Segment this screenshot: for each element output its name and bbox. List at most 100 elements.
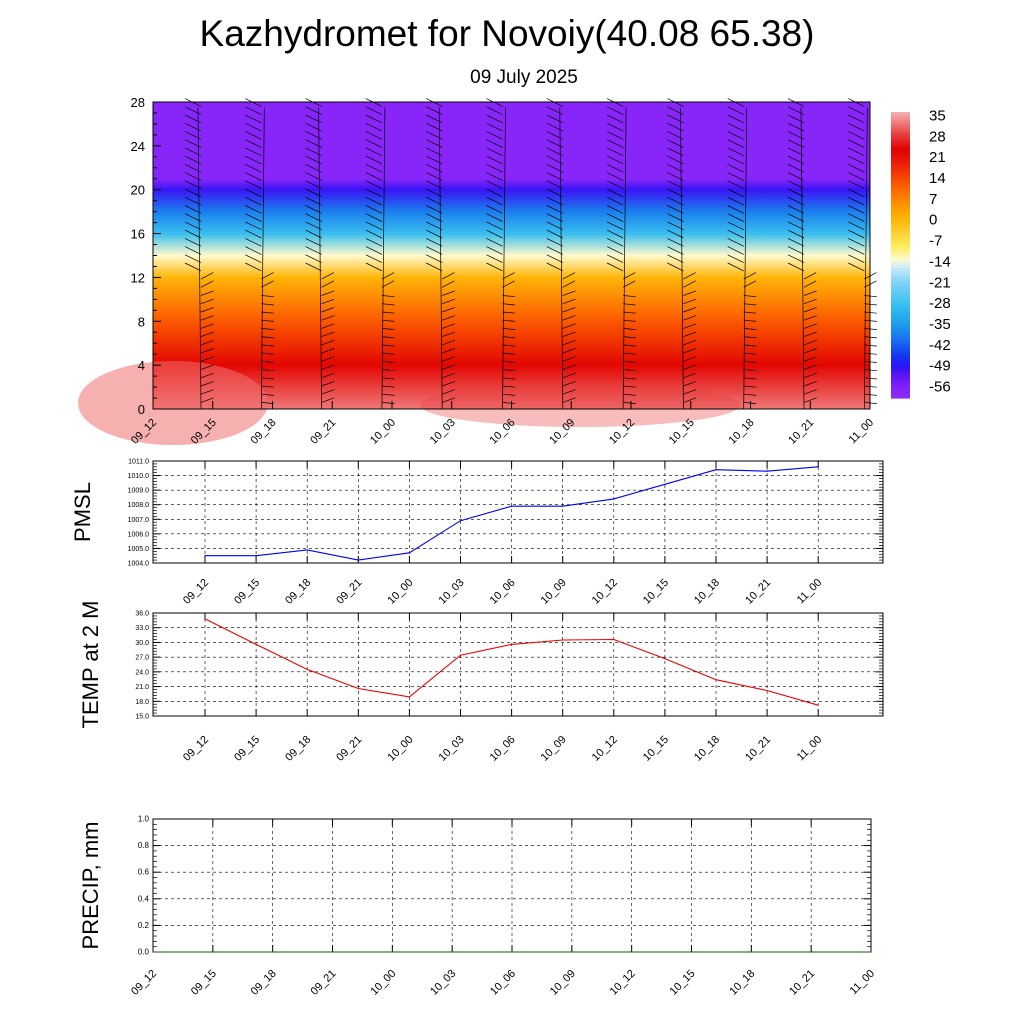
wind-barb	[261, 336, 274, 339]
wind-barb	[502, 369, 516, 372]
wind-barb	[864, 377, 877, 380]
x-tick-label: 10_09	[548, 968, 578, 998]
wind-barb	[623, 393, 636, 396]
colorbar-segment	[891, 356, 910, 360]
y-tick-label: 0.2	[138, 921, 150, 930]
wind-barb	[743, 352, 757, 355]
y-tick-label: 1006.0	[128, 531, 150, 538]
wind-barb	[727, 213, 744, 222]
wind-barb	[606, 106, 624, 115]
wind-barb	[245, 188, 262, 198]
colorbar-label: -35	[929, 316, 951, 333]
y-tick-label: 1010.0	[128, 473, 150, 480]
wind-barb	[381, 377, 395, 380]
colorbar-segment	[891, 187, 910, 191]
colorbar-segment	[891, 327, 910, 331]
y-tick-label: 0.8	[138, 841, 150, 850]
wind-barb	[864, 385, 877, 388]
colorbar-label: -7	[929, 233, 942, 250]
wind-barb	[486, 246, 503, 255]
wind-barb-staff	[502, 107, 506, 410]
wind-barb	[546, 180, 563, 189]
pmsl-panel: 1004.0 1005.0 1006.0 1007.0 1008.0 1009.0 1010…	[70, 459, 884, 607]
wind-barb	[864, 352, 877, 355]
data-point	[391, 951, 393, 953]
wind-barb	[502, 336, 516, 339]
wind-barb	[305, 229, 322, 239]
wind-barb	[803, 348, 817, 354]
wind-barb	[245, 246, 262, 255]
wind-barb	[200, 381, 214, 387]
wind-barb	[261, 344, 274, 347]
wind-barb	[245, 139, 262, 148]
wind-barb	[321, 397, 335, 403]
wind-barb	[502, 303, 516, 306]
wind-barb	[683, 331, 697, 337]
wind-barb	[200, 397, 214, 403]
wind-barb	[848, 114, 865, 124]
colorbar-segment	[891, 119, 910, 123]
colorbar-segment	[891, 372, 910, 376]
wind-barb	[305, 180, 322, 189]
data-point	[664, 658, 666, 660]
colorbar-segment	[891, 184, 910, 188]
wind-barb	[562, 348, 576, 354]
wind-barb	[606, 163, 624, 173]
wind-barb	[623, 352, 636, 355]
y-tick-label: 0.0	[138, 948, 150, 957]
colorbar-segment	[891, 275, 910, 279]
x-tick-label: 09_12	[181, 577, 211, 607]
colorbar-segment	[891, 343, 910, 347]
wind-barb	[381, 319, 395, 322]
x-tick-label: 10_06	[488, 734, 518, 764]
wind-barb	[184, 254, 202, 263]
wind-barb	[261, 280, 274, 288]
colorbar-segment	[891, 299, 910, 303]
wind-barb	[502, 377, 516, 380]
colorbar-segment	[891, 390, 910, 394]
wind-barb	[727, 172, 744, 181]
wind-barb	[245, 238, 262, 247]
wind-barb	[667, 246, 684, 255]
wind-barb	[623, 344, 636, 347]
y-axis-label: PRECIP, mm	[78, 822, 103, 950]
colorbar-segment	[891, 379, 910, 383]
wind-barb	[803, 356, 817, 362]
wind-barb	[261, 402, 274, 404]
wind-barb	[261, 328, 274, 330]
colorbar-segment	[891, 203, 910, 207]
wind-barb	[305, 254, 322, 263]
wind-barb-staff	[863, 107, 868, 410]
x-tick-label: 09_21	[309, 968, 339, 998]
wind-barb	[683, 339, 697, 346]
y-tick-label: 24.0	[135, 669, 149, 676]
wind-barb	[321, 290, 335, 296]
wind-barb	[803, 307, 817, 313]
colorbar-segment	[891, 239, 910, 243]
wind-barb	[486, 172, 503, 181]
colorbar-segment	[891, 221, 910, 225]
wind-barb	[606, 122, 624, 132]
wind-barb	[321, 331, 335, 337]
wind-barb	[848, 180, 865, 189]
wind-barb	[245, 163, 262, 173]
wind-barb	[546, 262, 563, 272]
colorbar-segment	[891, 359, 910, 363]
wind-barb	[381, 311, 395, 314]
y-tick-label: 1007.0	[128, 517, 150, 524]
wind-barb	[787, 188, 805, 198]
colorbar-segment	[891, 333, 910, 337]
wind-barb	[261, 272, 274, 280]
data-point	[511, 505, 513, 507]
wind-barb	[261, 352, 274, 355]
wind-barb	[381, 280, 395, 288]
wind-barb-staff	[680, 107, 684, 410]
wind-barb	[184, 262, 202, 272]
data-point	[715, 679, 717, 681]
colorbar-segment	[891, 205, 910, 209]
wind-barb	[623, 377, 636, 380]
colorbar-segment	[891, 364, 910, 368]
wind-barb	[426, 172, 443, 181]
colorbar-segment	[891, 236, 910, 240]
colorbar-label: -42	[929, 337, 951, 354]
